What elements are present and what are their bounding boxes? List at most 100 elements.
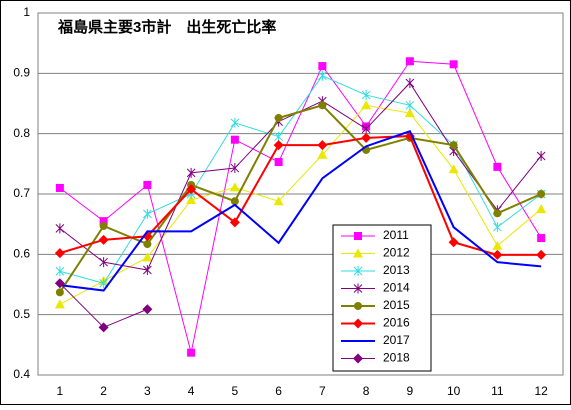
series-line <box>59 135 542 256</box>
marker <box>229 217 240 228</box>
marker <box>318 101 327 110</box>
marker <box>537 234 546 243</box>
marker <box>229 182 240 192</box>
marker <box>353 353 363 364</box>
marker <box>493 209 502 218</box>
x-tick-label: 6 <box>275 384 282 398</box>
marker <box>230 163 240 174</box>
marker <box>404 108 415 118</box>
x-tick-label: 11 <box>491 384 504 398</box>
marker <box>98 322 109 333</box>
x-tick-label: 12 <box>534 384 548 398</box>
marker <box>492 240 503 250</box>
marker <box>405 100 415 111</box>
marker <box>98 234 109 245</box>
x-tick-label: 4 <box>188 384 195 398</box>
marker <box>54 248 65 259</box>
marker <box>536 249 547 260</box>
marker <box>143 208 152 219</box>
legend-label: 2017 <box>383 333 410 347</box>
marker <box>186 195 197 205</box>
y-tick-label: 0.5 <box>13 307 30 321</box>
marker <box>353 283 363 294</box>
marker <box>99 257 108 268</box>
chart-title: 福島県主要3市計 出生死亡比率 <box>57 18 276 36</box>
marker <box>55 266 65 277</box>
x-tick-label: 3 <box>144 384 151 398</box>
marker <box>449 60 458 69</box>
marker <box>354 232 362 240</box>
marker <box>492 249 503 260</box>
legend-label: 2018 <box>383 351 410 365</box>
marker <box>274 131 283 142</box>
x-tick-label: 10 <box>447 384 461 398</box>
marker <box>274 113 283 122</box>
x-tick-label: 2 <box>100 384 107 398</box>
marker <box>186 167 196 178</box>
x-tick-label: 7 <box>319 384 326 398</box>
y-tick-label: 0.4 <box>13 367 30 381</box>
marker <box>273 196 284 206</box>
marker <box>449 141 458 150</box>
marker <box>405 57 414 66</box>
y-tick-label: 0.7 <box>13 186 30 200</box>
marker <box>187 348 196 357</box>
marker <box>99 217 108 226</box>
marker <box>230 197 239 206</box>
marker <box>536 204 547 214</box>
x-tick-label: 8 <box>363 384 370 398</box>
marker <box>54 299 65 309</box>
marker <box>274 158 283 167</box>
marker <box>361 90 371 101</box>
marker <box>353 266 363 276</box>
marker <box>273 140 284 151</box>
marker <box>317 149 328 159</box>
marker <box>361 132 372 143</box>
marker <box>55 183 64 192</box>
marker <box>54 278 65 289</box>
legend-label: 2015 <box>383 298 410 312</box>
marker <box>318 62 327 71</box>
series-line <box>59 60 542 353</box>
marker <box>361 100 372 110</box>
marker <box>55 223 65 234</box>
marker <box>353 318 363 329</box>
legend-label: 2013 <box>383 263 410 277</box>
marker <box>353 248 363 258</box>
y-tick-label: 0.8 <box>13 126 30 140</box>
marker <box>186 184 197 195</box>
marker <box>99 221 108 230</box>
marker <box>317 140 328 151</box>
marker <box>448 164 459 174</box>
series-line <box>59 104 542 305</box>
series-line <box>59 130 542 292</box>
x-tick-label: 9 <box>407 384 414 398</box>
x-tick-label: 5 <box>232 384 239 398</box>
marker <box>361 123 371 134</box>
legend-label: 2014 <box>383 281 410 295</box>
marker <box>142 252 153 262</box>
legend-label: 2011 <box>383 228 409 242</box>
marker <box>493 162 502 171</box>
marker <box>55 288 64 297</box>
marker <box>354 302 362 310</box>
marker <box>537 190 546 198</box>
marker <box>142 304 153 315</box>
marker <box>230 135 239 144</box>
series-line <box>59 75 542 284</box>
y-tick-label: 1 <box>23 5 30 19</box>
marker <box>143 240 152 249</box>
marker <box>230 117 240 128</box>
marker <box>536 150 546 161</box>
legend-box <box>332 224 432 372</box>
marker <box>405 77 415 88</box>
marker <box>143 180 152 189</box>
y-tick-label: 0.9 <box>13 66 30 80</box>
legend-label: 2012 <box>383 246 410 260</box>
marker <box>493 222 502 233</box>
marker <box>448 237 459 248</box>
x-tick-label: 1 <box>57 384 64 398</box>
legend-label: 2016 <box>383 316 410 330</box>
y-tick-label: 0.6 <box>13 247 30 261</box>
